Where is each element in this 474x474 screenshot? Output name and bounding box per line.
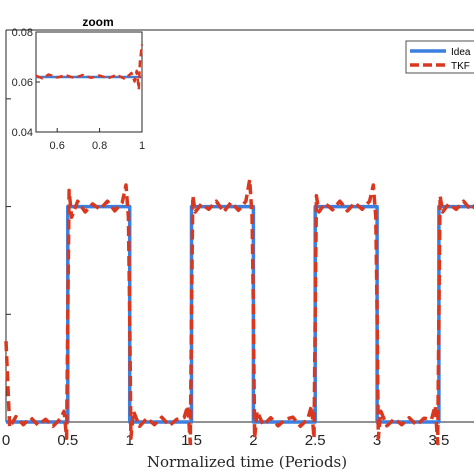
legend-label-idea: Idea: [451, 47, 471, 58]
legend-box: [405, 40, 474, 74]
inset-xtick-label-0-6: 0.6: [50, 140, 65, 152]
inset-series-line-tkf: [35, 44, 144, 91]
main-xtick-label-0: 0: [2, 432, 10, 449]
main-xtick-label-2: 2: [249, 432, 257, 449]
inset-ytick-label-0-04: 0.04: [12, 127, 33, 139]
inset-ytick-label-0-06: 0.06: [12, 77, 33, 89]
main-xtick-label-1: 1: [126, 432, 134, 449]
inset-title: zoom: [82, 15, 113, 29]
legend-label-tkf: TKF: [451, 61, 470, 72]
main-series: [4, 177, 474, 446]
inset-xticks: 0.6 0.8 1: [50, 128, 145, 152]
inset-yticks: 0.04 0.06 0.08: [12, 27, 40, 139]
main-xtick-label-0-5: 0.5: [57, 432, 78, 449]
main-series-line-tkf: [4, 177, 474, 446]
inset-series: [35, 44, 144, 91]
inset-xtick-label-1: 1: [139, 140, 145, 152]
main-xtick-label-3: 3: [373, 432, 381, 449]
legend: Idea TKF: [405, 40, 474, 74]
inset-ytick-label-0-08: 0.08: [12, 27, 33, 39]
main-xtick-label-2-5: 2.5: [305, 432, 326, 449]
inset-axes: zoom 0.6 0.8 1 0.04 0.06 0.08: [12, 15, 145, 152]
main-xlabel: Normalized time (Periods): [147, 453, 347, 471]
inset-xtick-label-0-8: 0.8: [92, 140, 107, 152]
inset-plot-area: [35, 31, 143, 133]
